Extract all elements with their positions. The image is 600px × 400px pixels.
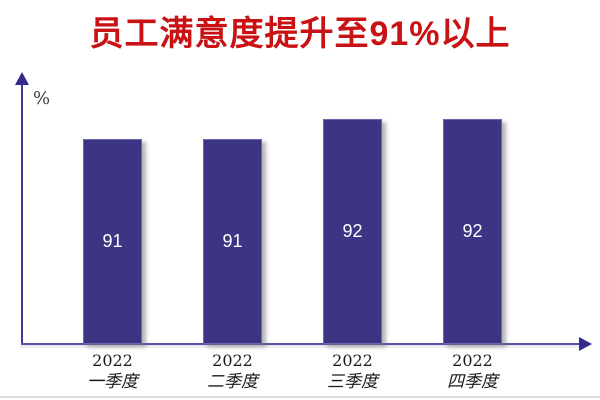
category-year: 2022 (212, 351, 253, 370)
bar-value-label: 91 (102, 231, 123, 251)
category-quarter: 三季度 (327, 372, 378, 392)
category-year: 2022 (332, 351, 373, 370)
category-label-q2: 2022 二季度 (173, 350, 293, 393)
y-axis-unit-label: % (33, 88, 51, 109)
category-quarter: 四季度 (447, 372, 498, 392)
bottom-edge-line (0, 396, 600, 398)
bar-value-label: 92 (342, 221, 363, 241)
category-quarter: 二季度 (207, 372, 258, 392)
category-label-q4: 2022 四季度 (413, 350, 533, 393)
bar-value-label: 91 (222, 231, 243, 251)
bar-2022-q1: 91 (83, 139, 142, 344)
x-axis-line (21, 343, 581, 345)
bar-2022-q4: 92 (443, 119, 502, 344)
y-axis-line (21, 84, 23, 344)
bar-value-label: 92 (462, 221, 483, 241)
category-label-q3: 2022 三季度 (293, 350, 413, 393)
x-axis-arrow-icon (579, 337, 592, 351)
category-year: 2022 (92, 351, 133, 370)
category-year: 2022 (452, 351, 493, 370)
bar-2022-q3: 92 (323, 119, 382, 344)
chart-title: 员工满意度提升至91%以上 (89, 15, 511, 53)
category-quarter: 一季度 (87, 372, 138, 392)
category-label-q1: 2022 一季度 (53, 350, 173, 393)
y-axis-arrow-icon (15, 72, 29, 85)
bar-2022-q2: 91 (203, 139, 262, 344)
